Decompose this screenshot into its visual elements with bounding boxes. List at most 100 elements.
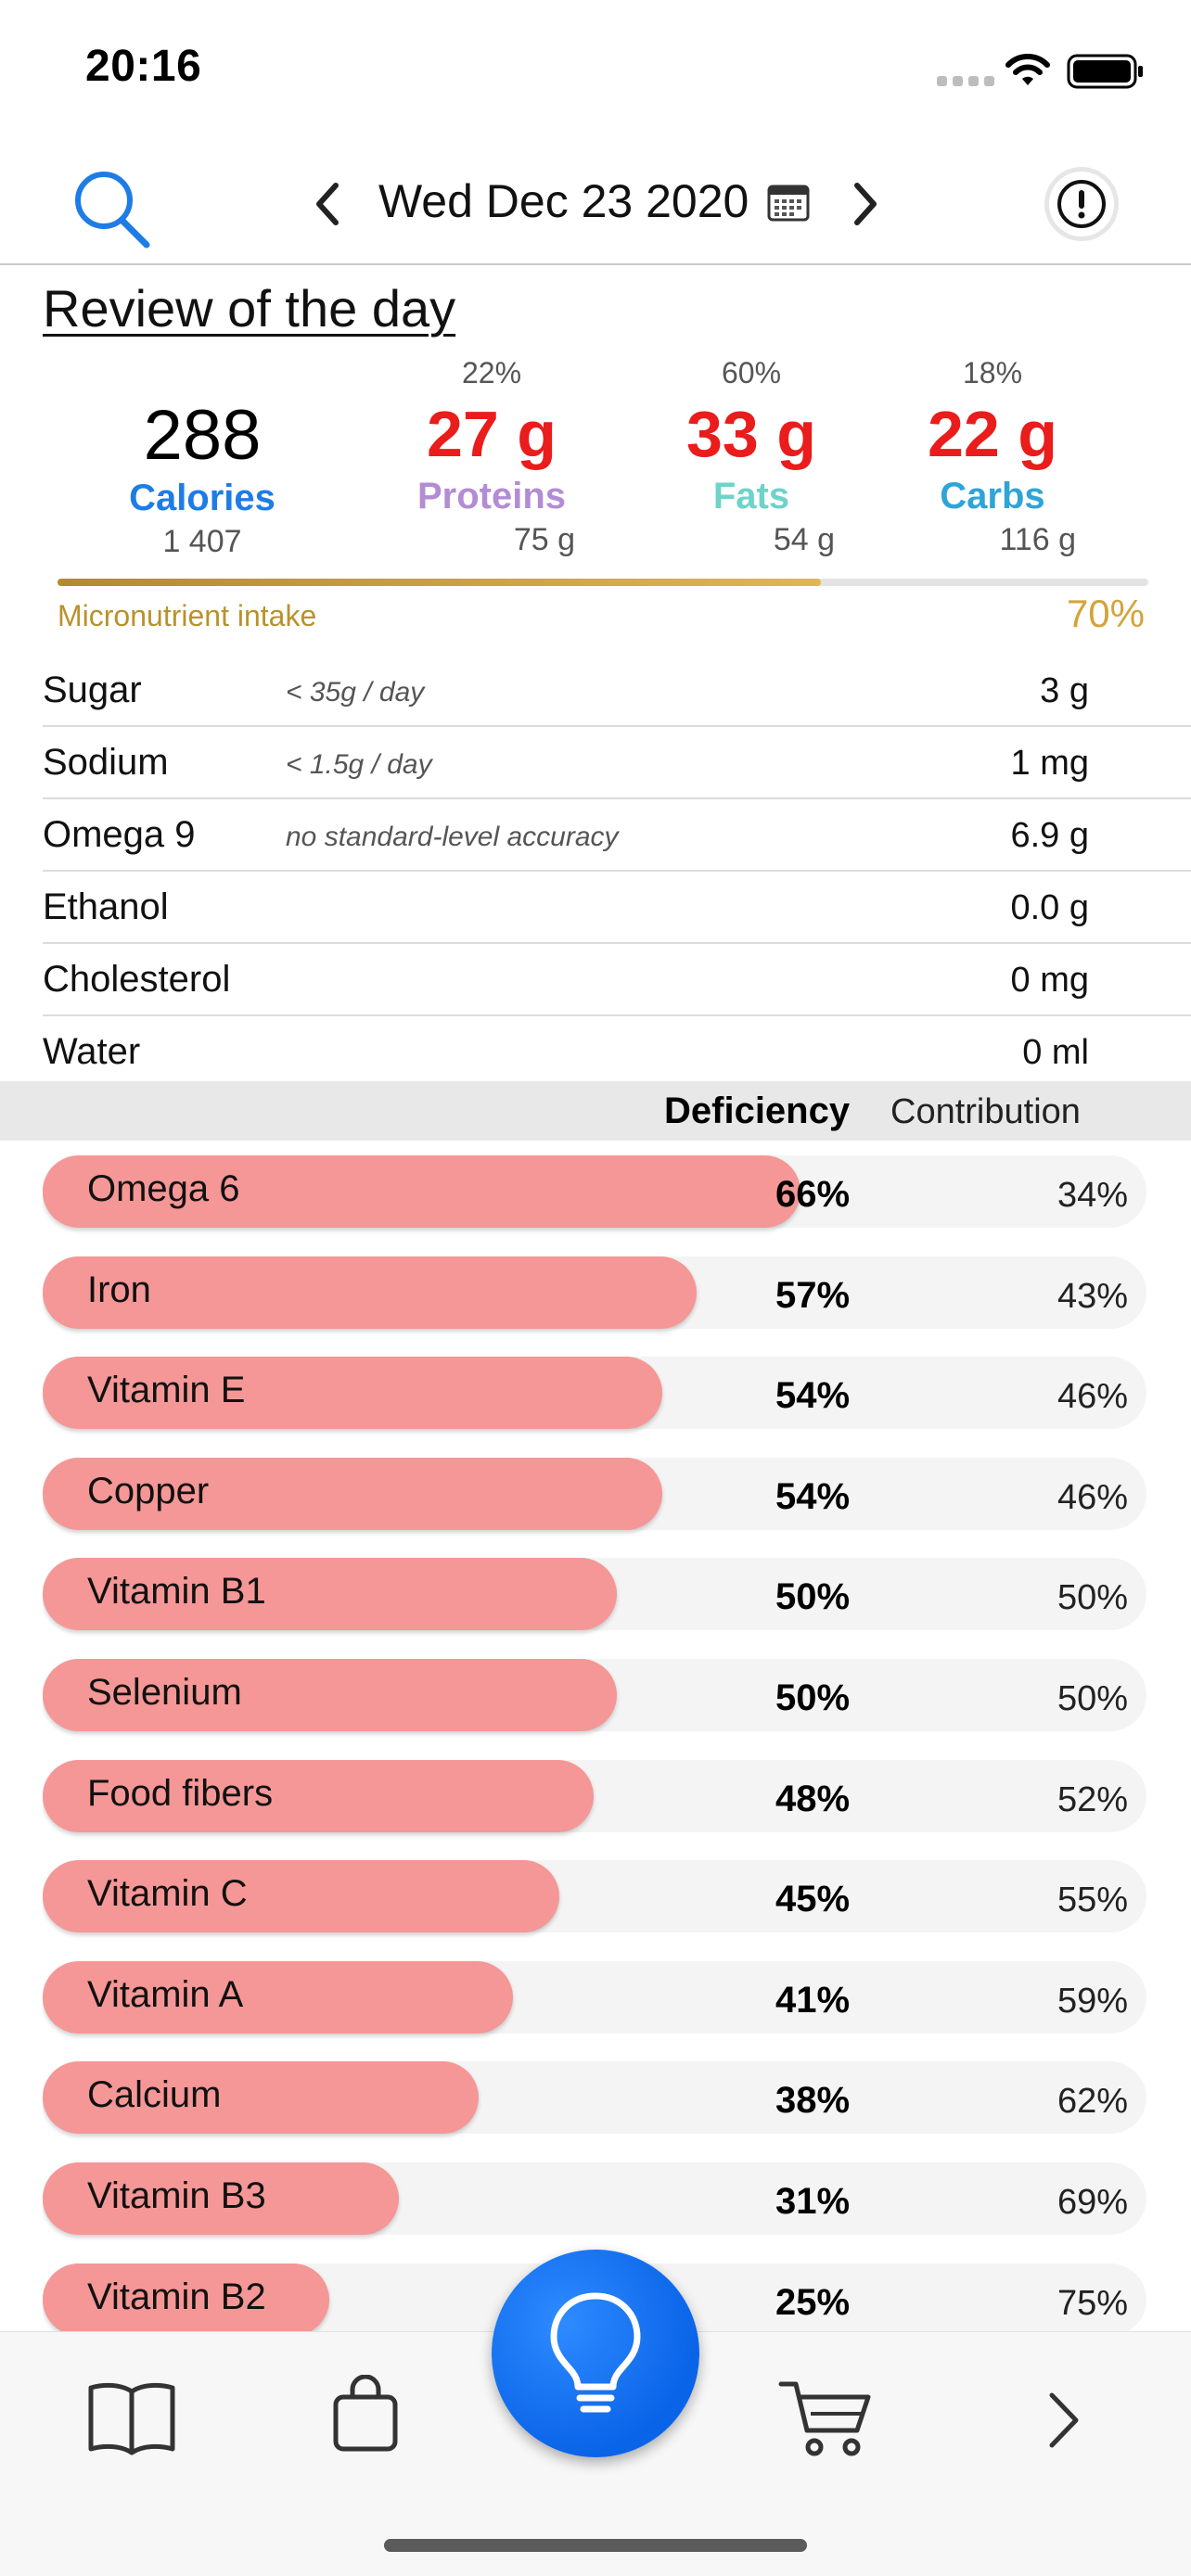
nav-bar: Wed Dec 23 2020 — [0, 139, 1191, 265]
nutrient-name: Vitamin B2 — [87, 2276, 266, 2317]
nutrient-name: Omega 6 — [87, 1168, 240, 1209]
nutrient-name: Vitamin C — [87, 1873, 248, 1915]
stat-note: no standard-level accuracy — [286, 822, 619, 852]
stat-row-ethanol[interactable]: Ethanol 0.0 g — [43, 872, 1191, 944]
book-icon[interactable] — [85, 2378, 178, 2456]
stat-name: Ethanol — [43, 886, 169, 927]
nutrient-name: Vitamin E — [87, 1370, 246, 1411]
contribution-percent: 52% — [1057, 1779, 1128, 1819]
nutrient-name: Vitamin B3 — [87, 2174, 266, 2216]
deficiency-row[interactable]: Copper 54% 46% — [43, 1457, 1146, 1559]
status-bar: 20:16 — [0, 0, 1191, 139]
tips-button[interactable] — [492, 2250, 699, 2457]
deficiency-bar — [43, 1860, 559, 1933]
contribution-percent: 50% — [1057, 1678, 1128, 1718]
stat-value: 6.9 g — [1010, 816, 1089, 855]
deficiency-bar — [43, 2061, 480, 2135]
contribution-column-header[interactable]: Contribution — [890, 1092, 1081, 1131]
chevron-left-icon[interactable] — [304, 176, 351, 232]
contribution-percent: 46% — [1057, 1477, 1128, 1517]
home-indicator[interactable] — [384, 2539, 807, 2552]
stat-row-sugar[interactable]: Sugar < 35g / day 3 g — [43, 655, 1191, 727]
stat-value: 0 mg — [1010, 961, 1089, 1000]
deficiency-percent: 66% — [775, 1174, 851, 1215]
status-time: 20:16 — [85, 42, 202, 91]
battery-icon — [1067, 54, 1143, 89]
calories-target: 1 407 — [162, 524, 242, 559]
deficiency-list[interactable]: Omega 6 66% 34% Iron 57% 43% Vitamin E 5… — [43, 1155, 1146, 2331]
nav-date[interactable]: Wed Dec 23 2020 — [378, 175, 749, 227]
contribution-percent: 55% — [1057, 1881, 1128, 1920]
macro-carbs: 18% 22 g Carbs 116 g — [890, 356, 1095, 558]
search-icon[interactable] — [69, 165, 156, 252]
carbs-label: Carbs — [940, 476, 1045, 516]
alert-icon — [1057, 180, 1106, 228]
stat-note: < 1.5g / day — [286, 749, 432, 780]
lightbulb-icon — [550, 2292, 641, 2413]
deficiency-percent: 45% — [775, 1879, 851, 1920]
deficiency-bar — [43, 1155, 800, 1228]
deficiency-percent: 50% — [775, 1576, 851, 1618]
nutrient-name: Iron — [87, 1269, 151, 1310]
deficiency-bar — [43, 1658, 617, 1731]
proteins-percent: 22% — [461, 356, 522, 389]
calories-value: 288 — [143, 396, 262, 475]
contribution-percent: 69% — [1057, 2182, 1128, 2222]
stat-name: Cholesterol — [43, 959, 231, 1000]
deficiency-row[interactable]: Omega 6 66% 34% — [43, 1155, 1146, 1256]
alert-button[interactable] — [1044, 167, 1119, 241]
contribution-percent: 50% — [1057, 1578, 1128, 1618]
carbs-value: 22 g — [927, 398, 1058, 470]
stat-value: 3 g — [1040, 671, 1089, 710]
deficiency-bar — [43, 1759, 595, 1832]
contribution-percent: 75% — [1057, 2283, 1128, 2323]
stat-note: < 35g / day — [286, 677, 425, 708]
fats-value: 33 g — [685, 398, 817, 470]
deficiency-bar — [43, 1256, 698, 1329]
deficiency-column-header[interactable]: Deficiency — [664, 1090, 851, 1131]
proteins-target: 75 g — [513, 522, 575, 557]
deficiency-bar — [43, 2263, 330, 2331]
calendar-icon[interactable] — [766, 182, 811, 223]
nutrient-stats-list: Sugar < 35g / day 3 g Sodium < 1.5g / da… — [43, 655, 1191, 1089]
chevron-right-icon[interactable] — [842, 176, 889, 232]
deficiency-row[interactable]: Calcium 38% 62% — [43, 2061, 1146, 2162]
deficiency-row[interactable]: Food fibers 48% 52% — [43, 1759, 1146, 1861]
deficiency-percent: 54% — [775, 1375, 851, 1417]
deficiency-percent: 31% — [775, 2180, 851, 2222]
stat-row-omega-9[interactable]: Omega 9 no standard-level accuracy 6.9 g — [43, 799, 1191, 872]
macro-fats: 60% 33 g Fats 54 g — [649, 356, 853, 558]
deficiency-row[interactable]: Selenium 50% 50% — [43, 1658, 1146, 1760]
chevron-right-icon[interactable] — [1041, 2388, 1087, 2453]
deficiency-percent: 48% — [775, 1778, 851, 1819]
stat-value: 0 ml — [1022, 1033, 1089, 1072]
cart-icon[interactable] — [777, 2377, 874, 2460]
contribution-percent: 43% — [1057, 1276, 1128, 1316]
nutrient-name: Copper — [87, 1470, 210, 1511]
stat-row-water[interactable]: Water 0 ml — [43, 1016, 1191, 1089]
micronutrient-label: Micronutrient intake — [58, 599, 317, 632]
stat-row-sodium[interactable]: Sodium < 1.5g / day 1 mg — [43, 727, 1191, 799]
wifi-icon — [1005, 54, 1050, 85]
fats-target: 54 g — [773, 522, 835, 557]
carbs-percent: 18% — [962, 356, 1023, 389]
deficiency-row[interactable]: Iron 57% 43% — [43, 1256, 1146, 1358]
nutrient-name: Selenium — [87, 1671, 242, 1713]
carbs-target: 116 g — [999, 522, 1076, 557]
deficiency-percent: 38% — [775, 2080, 851, 2122]
deficiency-row[interactable]: Vitamin B3 31% 69% — [43, 2162, 1146, 2264]
deficiency-row[interactable]: Vitamin B1 50% 50% — [43, 1558, 1146, 1659]
deficiency-row[interactable]: Vitamin A 41% 59% — [43, 1960, 1146, 2062]
stat-name: Sugar — [43, 670, 142, 710]
deficiency-bar — [43, 1457, 663, 1530]
nutrient-name: Food fibers — [87, 1772, 274, 1814]
cellular-signal-icon — [937, 76, 994, 86]
deficiency-row[interactable]: Vitamin C 45% 55% — [43, 1860, 1146, 1961]
stat-row-cholesterol[interactable]: Cholesterol 0 mg — [43, 944, 1191, 1016]
deficiency-row[interactable]: Vitamin E 54% 46% — [43, 1357, 1146, 1458]
contribution-percent: 62% — [1057, 2082, 1128, 2122]
proteins-value: 27 g — [426, 398, 557, 470]
nutrient-name: Calcium — [87, 2074, 222, 2116]
stat-value: 1 mg — [1010, 744, 1089, 783]
bag-icon[interactable] — [330, 2375, 401, 2455]
